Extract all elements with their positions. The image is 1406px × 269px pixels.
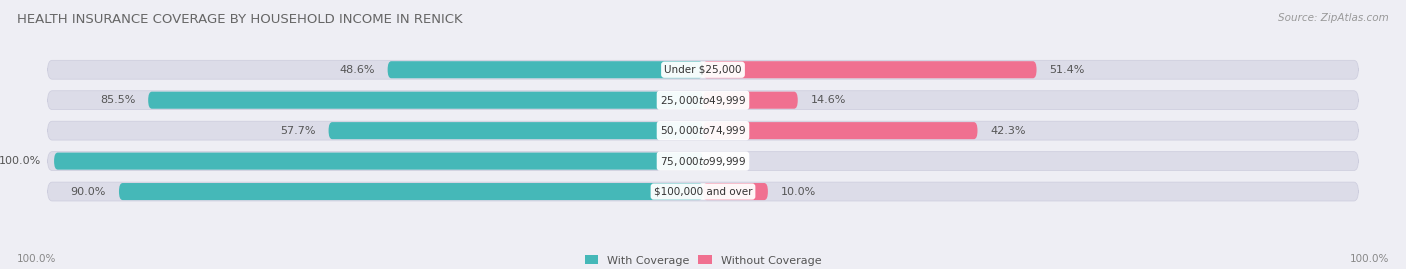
FancyBboxPatch shape	[120, 183, 703, 200]
FancyBboxPatch shape	[48, 121, 1358, 140]
FancyBboxPatch shape	[48, 152, 1358, 171]
FancyBboxPatch shape	[329, 122, 703, 139]
FancyBboxPatch shape	[703, 92, 797, 109]
FancyBboxPatch shape	[48, 91, 1358, 110]
Text: Under $25,000: Under $25,000	[664, 65, 742, 75]
Text: $25,000 to $49,999: $25,000 to $49,999	[659, 94, 747, 107]
Text: 90.0%: 90.0%	[70, 186, 105, 197]
FancyBboxPatch shape	[48, 182, 1358, 201]
FancyBboxPatch shape	[703, 122, 977, 139]
Text: 0.0%: 0.0%	[716, 156, 744, 166]
Text: $75,000 to $99,999: $75,000 to $99,999	[659, 155, 747, 168]
Text: 51.4%: 51.4%	[1049, 65, 1085, 75]
Text: HEALTH INSURANCE COVERAGE BY HOUSEHOLD INCOME IN RENICK: HEALTH INSURANCE COVERAGE BY HOUSEHOLD I…	[17, 13, 463, 26]
Text: 14.6%: 14.6%	[811, 95, 846, 105]
Text: Source: ZipAtlas.com: Source: ZipAtlas.com	[1278, 13, 1389, 23]
FancyBboxPatch shape	[388, 61, 703, 78]
Text: 42.3%: 42.3%	[990, 126, 1026, 136]
Text: 100.0%: 100.0%	[17, 254, 56, 264]
Text: 48.6%: 48.6%	[339, 65, 374, 75]
FancyBboxPatch shape	[703, 183, 768, 200]
Text: 100.0%: 100.0%	[1350, 254, 1389, 264]
FancyBboxPatch shape	[53, 153, 703, 170]
FancyBboxPatch shape	[48, 60, 1358, 79]
FancyBboxPatch shape	[148, 92, 703, 109]
Text: 10.0%: 10.0%	[780, 186, 815, 197]
FancyBboxPatch shape	[703, 61, 1036, 78]
Text: 85.5%: 85.5%	[100, 95, 135, 105]
Text: 57.7%: 57.7%	[280, 126, 315, 136]
Legend: With Coverage, Without Coverage: With Coverage, Without Coverage	[585, 255, 821, 266]
Text: $50,000 to $74,999: $50,000 to $74,999	[659, 124, 747, 137]
Text: $100,000 and over: $100,000 and over	[654, 186, 752, 197]
Text: 100.0%: 100.0%	[0, 156, 41, 166]
